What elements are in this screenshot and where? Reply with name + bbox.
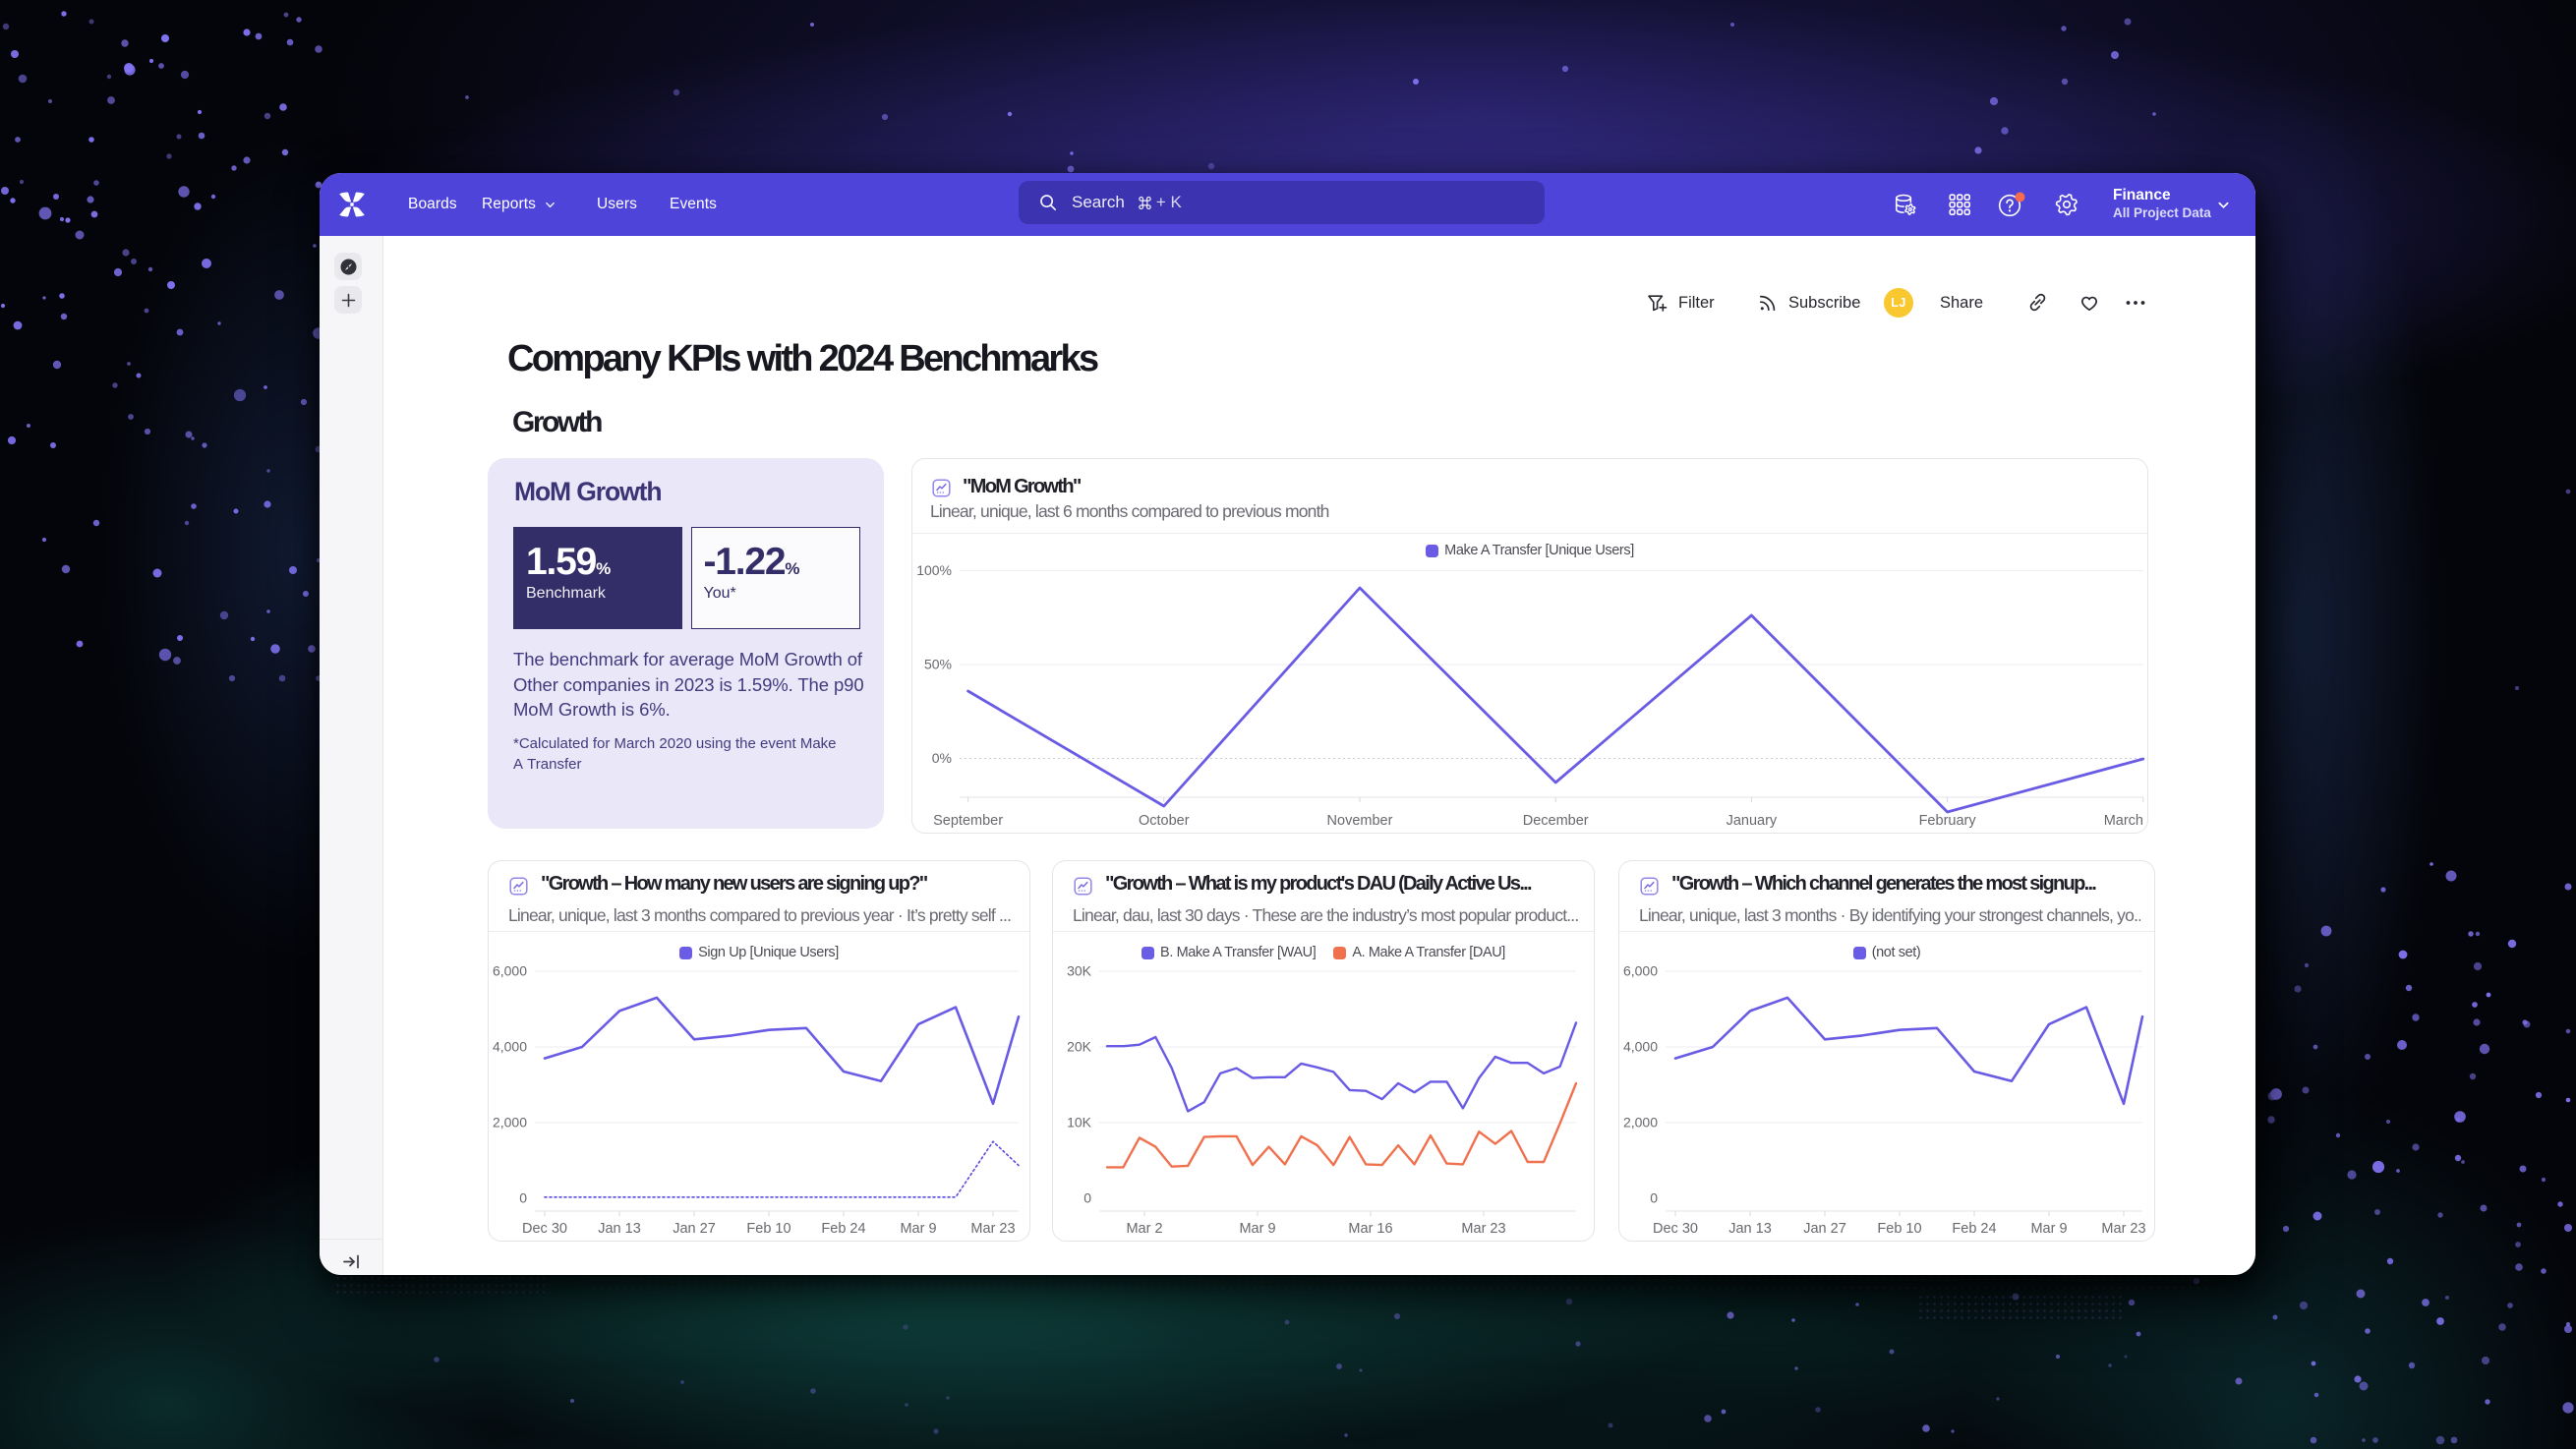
svg-text:Jan 13: Jan 13 bbox=[1728, 1221, 1772, 1237]
svg-text:Feb 10: Feb 10 bbox=[746, 1221, 790, 1237]
svg-text:Mar 9: Mar 9 bbox=[900, 1221, 936, 1237]
svg-text:2,000: 2,000 bbox=[1623, 1115, 1658, 1130]
svg-text:Mar 2: Mar 2 bbox=[1126, 1221, 1162, 1237]
svg-text:Feb 10: Feb 10 bbox=[1877, 1221, 1921, 1237]
svg-text:November: November bbox=[1327, 813, 1393, 829]
svg-text:30K: 30K bbox=[1067, 963, 1092, 979]
svg-text:Mar 9: Mar 9 bbox=[1239, 1221, 1275, 1237]
svg-text:0: 0 bbox=[1650, 1190, 1658, 1206]
svg-text:20K: 20K bbox=[1067, 1039, 1092, 1055]
svg-text:10K: 10K bbox=[1067, 1115, 1092, 1130]
svg-text:4,000: 4,000 bbox=[1623, 1039, 1658, 1055]
svg-text:Mar 23: Mar 23 bbox=[2101, 1221, 2145, 1237]
svg-text:October: October bbox=[1139, 813, 1190, 829]
svg-text:2,000: 2,000 bbox=[493, 1115, 527, 1130]
svg-text:Feb 24: Feb 24 bbox=[1952, 1221, 1996, 1237]
svg-text:February: February bbox=[1919, 813, 1977, 829]
svg-text:4,000: 4,000 bbox=[493, 1039, 527, 1055]
svg-text:0: 0 bbox=[1083, 1190, 1091, 1206]
svg-text:Dec 30: Dec 30 bbox=[1653, 1221, 1698, 1237]
svg-text:0: 0 bbox=[519, 1190, 527, 1206]
svg-text:0%: 0% bbox=[932, 750, 952, 766]
svg-text:Mar 9: Mar 9 bbox=[2030, 1221, 2067, 1237]
svg-text:Dec 30: Dec 30 bbox=[522, 1221, 567, 1237]
svg-text:6,000: 6,000 bbox=[493, 963, 527, 979]
svg-text:March: March bbox=[2104, 813, 2143, 829]
svg-text:December: December bbox=[1523, 813, 1589, 829]
svg-text:Jan 27: Jan 27 bbox=[1803, 1221, 1846, 1237]
svg-text:Jan 13: Jan 13 bbox=[598, 1221, 641, 1237]
svg-text:Mar 23: Mar 23 bbox=[1461, 1221, 1505, 1237]
svg-text:January: January bbox=[1727, 813, 1778, 829]
svg-text:September: September bbox=[933, 813, 1003, 829]
svg-text:50%: 50% bbox=[924, 657, 952, 672]
svg-text:Jan 27: Jan 27 bbox=[673, 1221, 716, 1237]
svg-text:6,000: 6,000 bbox=[1623, 963, 1658, 979]
svg-text:100%: 100% bbox=[916, 562, 952, 578]
svg-text:Mar 23: Mar 23 bbox=[970, 1221, 1015, 1237]
svg-text:Mar 16: Mar 16 bbox=[1348, 1221, 1392, 1237]
svg-text:Feb 24: Feb 24 bbox=[821, 1221, 865, 1237]
